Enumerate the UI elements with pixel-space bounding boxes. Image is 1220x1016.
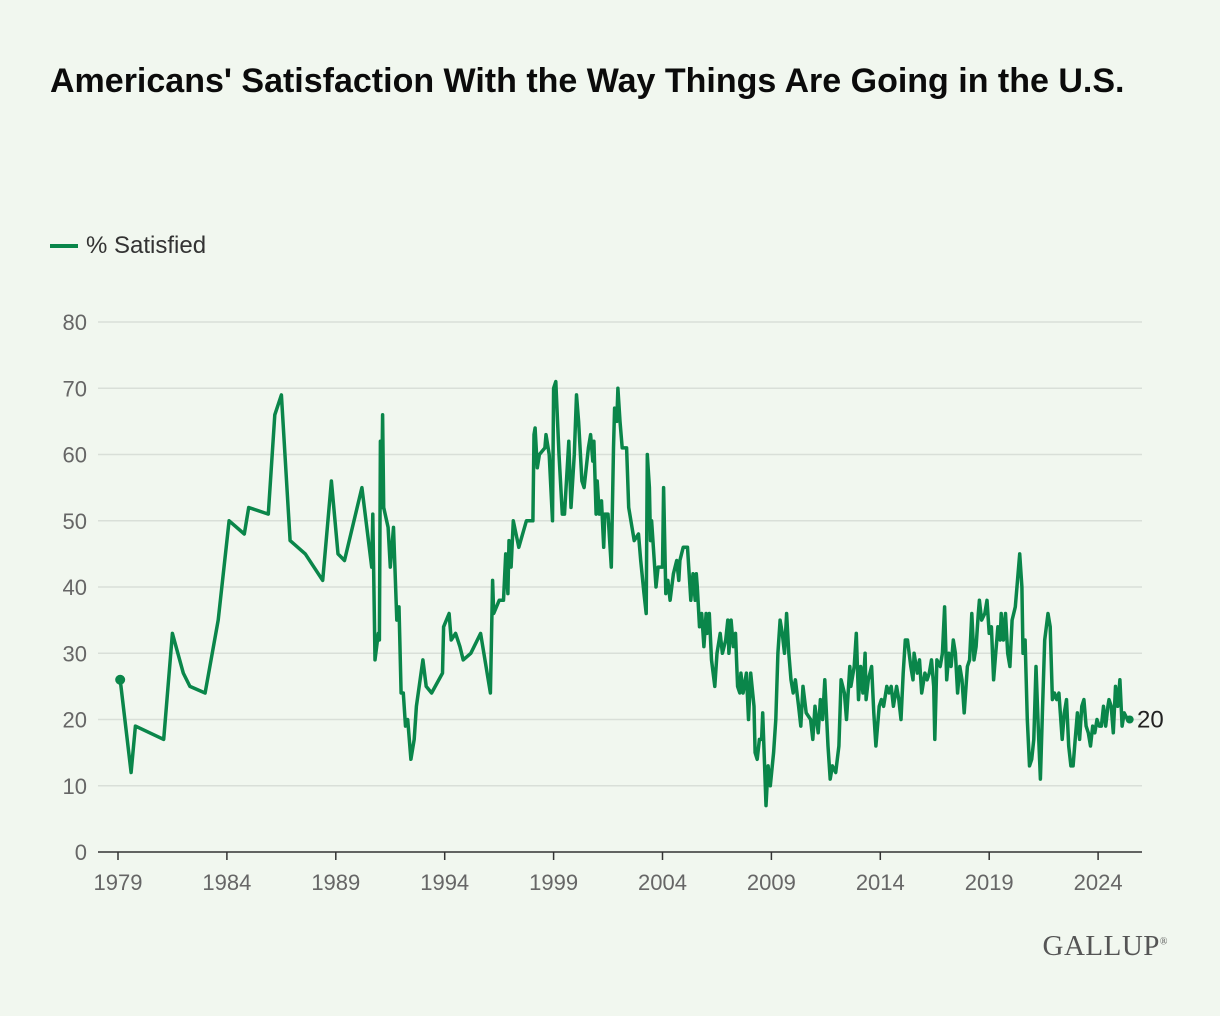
series-line	[118, 379, 1130, 808]
chart-title: Americans' Satisfaction With the Way Thi…	[50, 62, 1125, 100]
x-tick-label: 2014	[856, 870, 905, 895]
y-tick-label: 0	[75, 840, 87, 865]
end-value-label: 20	[1137, 707, 1164, 734]
y-tick-label: 40	[63, 575, 87, 600]
y-axis-ticks: 0 10 20 30 40 50 60 70 80	[63, 310, 87, 865]
y-tick-label: 10	[63, 774, 87, 799]
series-satisfied: 20	[115, 379, 1164, 808]
y-tick-label: 60	[63, 443, 87, 468]
x-tick-label: 1999	[529, 870, 578, 895]
x-axis-ticks: 1979 1984 1989 1994 1999 2004 2009 2014 2019 2024	[94, 852, 1123, 895]
x-tick-label: 2019	[965, 870, 1014, 895]
x-tick-label: 2024	[1074, 870, 1123, 895]
x-tick-label: 2009	[747, 870, 796, 895]
x-tick-label: 1984	[202, 870, 251, 895]
y-tick-label: 20	[63, 708, 87, 733]
y-tick-label: 80	[63, 310, 87, 335]
start-point-marker	[115, 674, 126, 685]
x-tick-label: 1994	[420, 870, 469, 895]
y-tick-label: 30	[63, 641, 87, 666]
end-point-marker	[1125, 715, 1134, 724]
y-tick-label: 70	[63, 376, 87, 401]
y-tick-label: 50	[63, 509, 87, 534]
gridlines	[98, 321, 1142, 787]
x-tick-label: 1989	[311, 870, 360, 895]
legend-label: % Satisfied	[86, 232, 207, 259]
legend: % Satisfied	[50, 232, 206, 260]
x-tick-label: 2004	[638, 870, 687, 895]
gallup-logo: GALLUP®	[1042, 930, 1168, 962]
x-tick-label: 1979	[94, 870, 143, 895]
legend-line-swatch	[50, 244, 78, 248]
